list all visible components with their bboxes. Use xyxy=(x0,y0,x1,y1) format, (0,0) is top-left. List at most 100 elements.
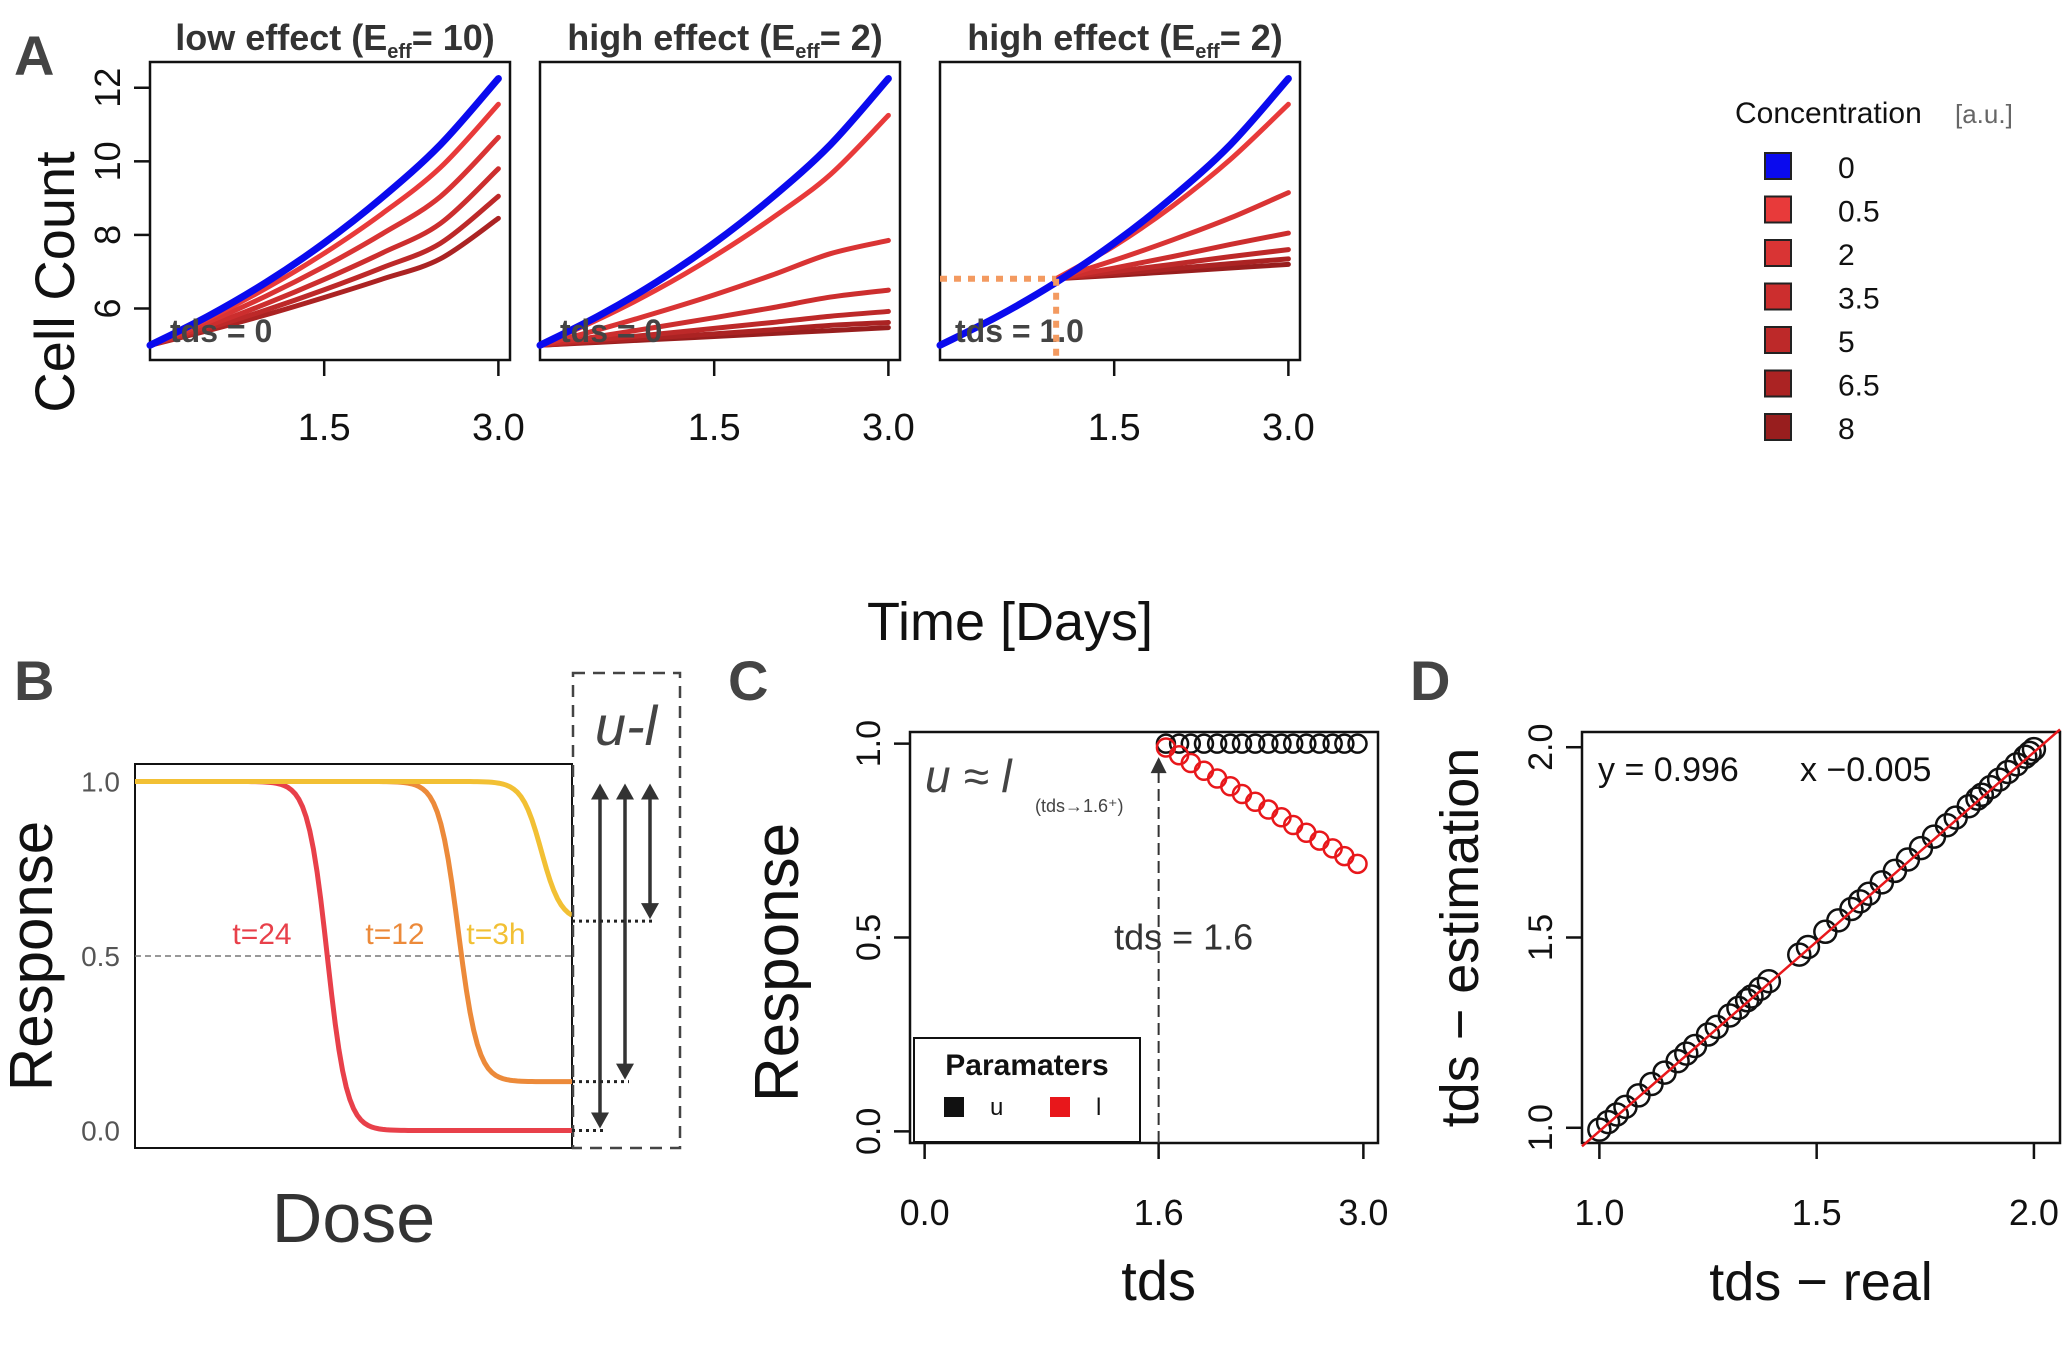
data-point xyxy=(1908,835,1934,861)
range-arrow-head-up xyxy=(591,783,609,800)
panel-letter-a: A xyxy=(14,24,54,87)
point-u xyxy=(1244,733,1266,754)
series-line-0 xyxy=(536,75,892,349)
data-point xyxy=(1695,1022,1721,1047)
x-tick-label: 1.5 xyxy=(1792,1192,1842,1233)
legend-swatch xyxy=(1764,282,1792,311)
legend-swatch xyxy=(1764,369,1792,398)
y-tick-label: 2.0 xyxy=(1522,724,1560,771)
y-tick-label: 1.0 xyxy=(850,720,888,767)
subplot-title: low effect (Eeff= 10) xyxy=(175,17,495,63)
y-tick-label: 1.5 xyxy=(1522,914,1560,961)
range-arrow-head-down xyxy=(641,903,659,920)
legend-label: 6.5 xyxy=(1838,370,1880,403)
approx-annotation: u ≈ l xyxy=(925,750,1013,802)
y-tick-label: 0.0 xyxy=(850,1108,888,1155)
data-point xyxy=(1921,824,1947,849)
legend-label-l: l xyxy=(1096,1094,1101,1121)
y-tick-label: 8 xyxy=(87,225,128,245)
x-tick-label: 1.5 xyxy=(298,407,351,449)
approx-annotation-sub: (tds→1.6⁺) xyxy=(1035,796,1124,816)
x-tick-label: 1.0 xyxy=(1574,1192,1624,1233)
y-axis-label: tds − estimation xyxy=(1430,748,1490,1128)
point-u xyxy=(1231,733,1253,754)
panel-a1-chart: low effect (Eeff= 10) 1.5 3.0 6 8 10 12 tds = 0 xyxy=(87,17,525,449)
x-tick-label: 3.0 xyxy=(1262,407,1315,449)
point-u xyxy=(1322,733,1343,754)
y-tick-label: 12 xyxy=(87,68,128,108)
legend-label: 5 xyxy=(1838,326,1855,359)
data-point xyxy=(1934,812,1960,838)
range-arrow-head-down xyxy=(591,1112,609,1129)
range-arrow-head-down xyxy=(616,1063,634,1080)
data-point xyxy=(1665,1048,1690,1074)
param-legend-title: Paramaters xyxy=(945,1049,1108,1082)
x-tick-label: 0.0 xyxy=(900,1192,950,1233)
fit-line xyxy=(1581,728,2061,1148)
tds-annotation: tds = 0 xyxy=(560,313,662,349)
point-l xyxy=(1244,791,1266,813)
data-point xyxy=(1604,1102,1630,1127)
y-tick-label: 1.0 xyxy=(1522,1104,1560,1151)
y-tick-label: 0.5 xyxy=(81,941,120,972)
point-u xyxy=(1282,733,1304,754)
legend-label-u: u xyxy=(990,1094,1003,1121)
data-point xyxy=(1986,767,2012,792)
subplot-title: high effect (Eeff= 2) xyxy=(567,17,883,63)
range-arrow-head-up xyxy=(641,783,659,800)
panel-c-chart: 0.0 1.6 3.0 0.0 0.5 1.0 Response tds tds = 1.6 u … xyxy=(743,720,1388,1312)
data-point xyxy=(1587,1117,1612,1142)
point-u xyxy=(1296,733,1317,754)
series-line-2 xyxy=(1053,190,1291,282)
panel-a2-chart: high effect (Eeff= 2) 1.5 3.0 tds = 0 xyxy=(536,17,915,449)
legend-swatch xyxy=(1764,195,1792,224)
panel-d-chart: 1.0 1.0 1.5 1.5 2.0 2.0 tds − estimation tds − … xyxy=(1430,724,2062,1312)
legend-swatch xyxy=(1764,413,1792,441)
data-point xyxy=(1747,976,1773,1002)
point-u xyxy=(1334,733,1355,754)
legend-unit: [a.u.] xyxy=(1955,99,2013,129)
legend-swatch xyxy=(1764,239,1792,267)
point-u xyxy=(1180,733,1202,754)
panel-b-chart: 0.0 0.5 1.0 Response Dose t=24 t=12 t=3h u-l xyxy=(0,671,682,1257)
point-u xyxy=(1220,733,1241,754)
plot-frame xyxy=(938,60,1302,362)
panel-a3-chart: high effect (Eeff= 2) 1.5 3.0 tds = 1.0 xyxy=(936,17,1315,449)
point-u xyxy=(1309,733,1330,754)
series-line-3_5 xyxy=(1053,230,1291,282)
data-point xyxy=(1739,984,1764,1009)
series-line-0 xyxy=(146,75,502,349)
series-line-2 xyxy=(147,134,501,348)
point-l xyxy=(1258,799,1279,820)
param-legend-frame xyxy=(913,1037,1141,1143)
data-point xyxy=(1978,774,2003,800)
curve-label: t=3h xyxy=(466,918,525,951)
legend-label: 2 xyxy=(1838,239,1855,272)
fit-equation-right: x −0.005 xyxy=(1800,751,1931,789)
panel-a-ylabel: Cell Count xyxy=(23,151,86,413)
dose-curve-t-3h xyxy=(135,778,574,918)
tds-annotation: tds = 1.0 xyxy=(955,313,1084,349)
legend-label: 3.5 xyxy=(1838,283,1880,316)
data-point xyxy=(1595,1109,1621,1135)
y-axis-label: Response xyxy=(0,821,65,1091)
x-tick-label: 3.0 xyxy=(472,407,525,449)
legend-swatch xyxy=(1764,326,1792,354)
point-l xyxy=(1206,768,1228,789)
y-tick-label: 1.0 xyxy=(81,766,120,797)
y-tick-label: 10 xyxy=(87,141,128,181)
data-point xyxy=(1787,942,1812,967)
x-tick-label: 1.5 xyxy=(688,407,741,449)
point-u xyxy=(1193,733,1215,754)
x-tick-label: 3.0 xyxy=(1338,1192,1388,1233)
series-line-0_5 xyxy=(537,112,891,348)
legend-swatch xyxy=(1764,152,1792,180)
series-line-3_5 xyxy=(147,166,501,348)
y-axis-label: Response xyxy=(743,823,812,1102)
data-point xyxy=(1674,1041,1699,1066)
series-line-3_5 xyxy=(537,287,891,348)
point-u xyxy=(1347,733,1368,754)
point-l xyxy=(1193,760,1215,782)
series-line-2 xyxy=(537,237,891,348)
legend-label: 0 xyxy=(1838,152,1855,185)
